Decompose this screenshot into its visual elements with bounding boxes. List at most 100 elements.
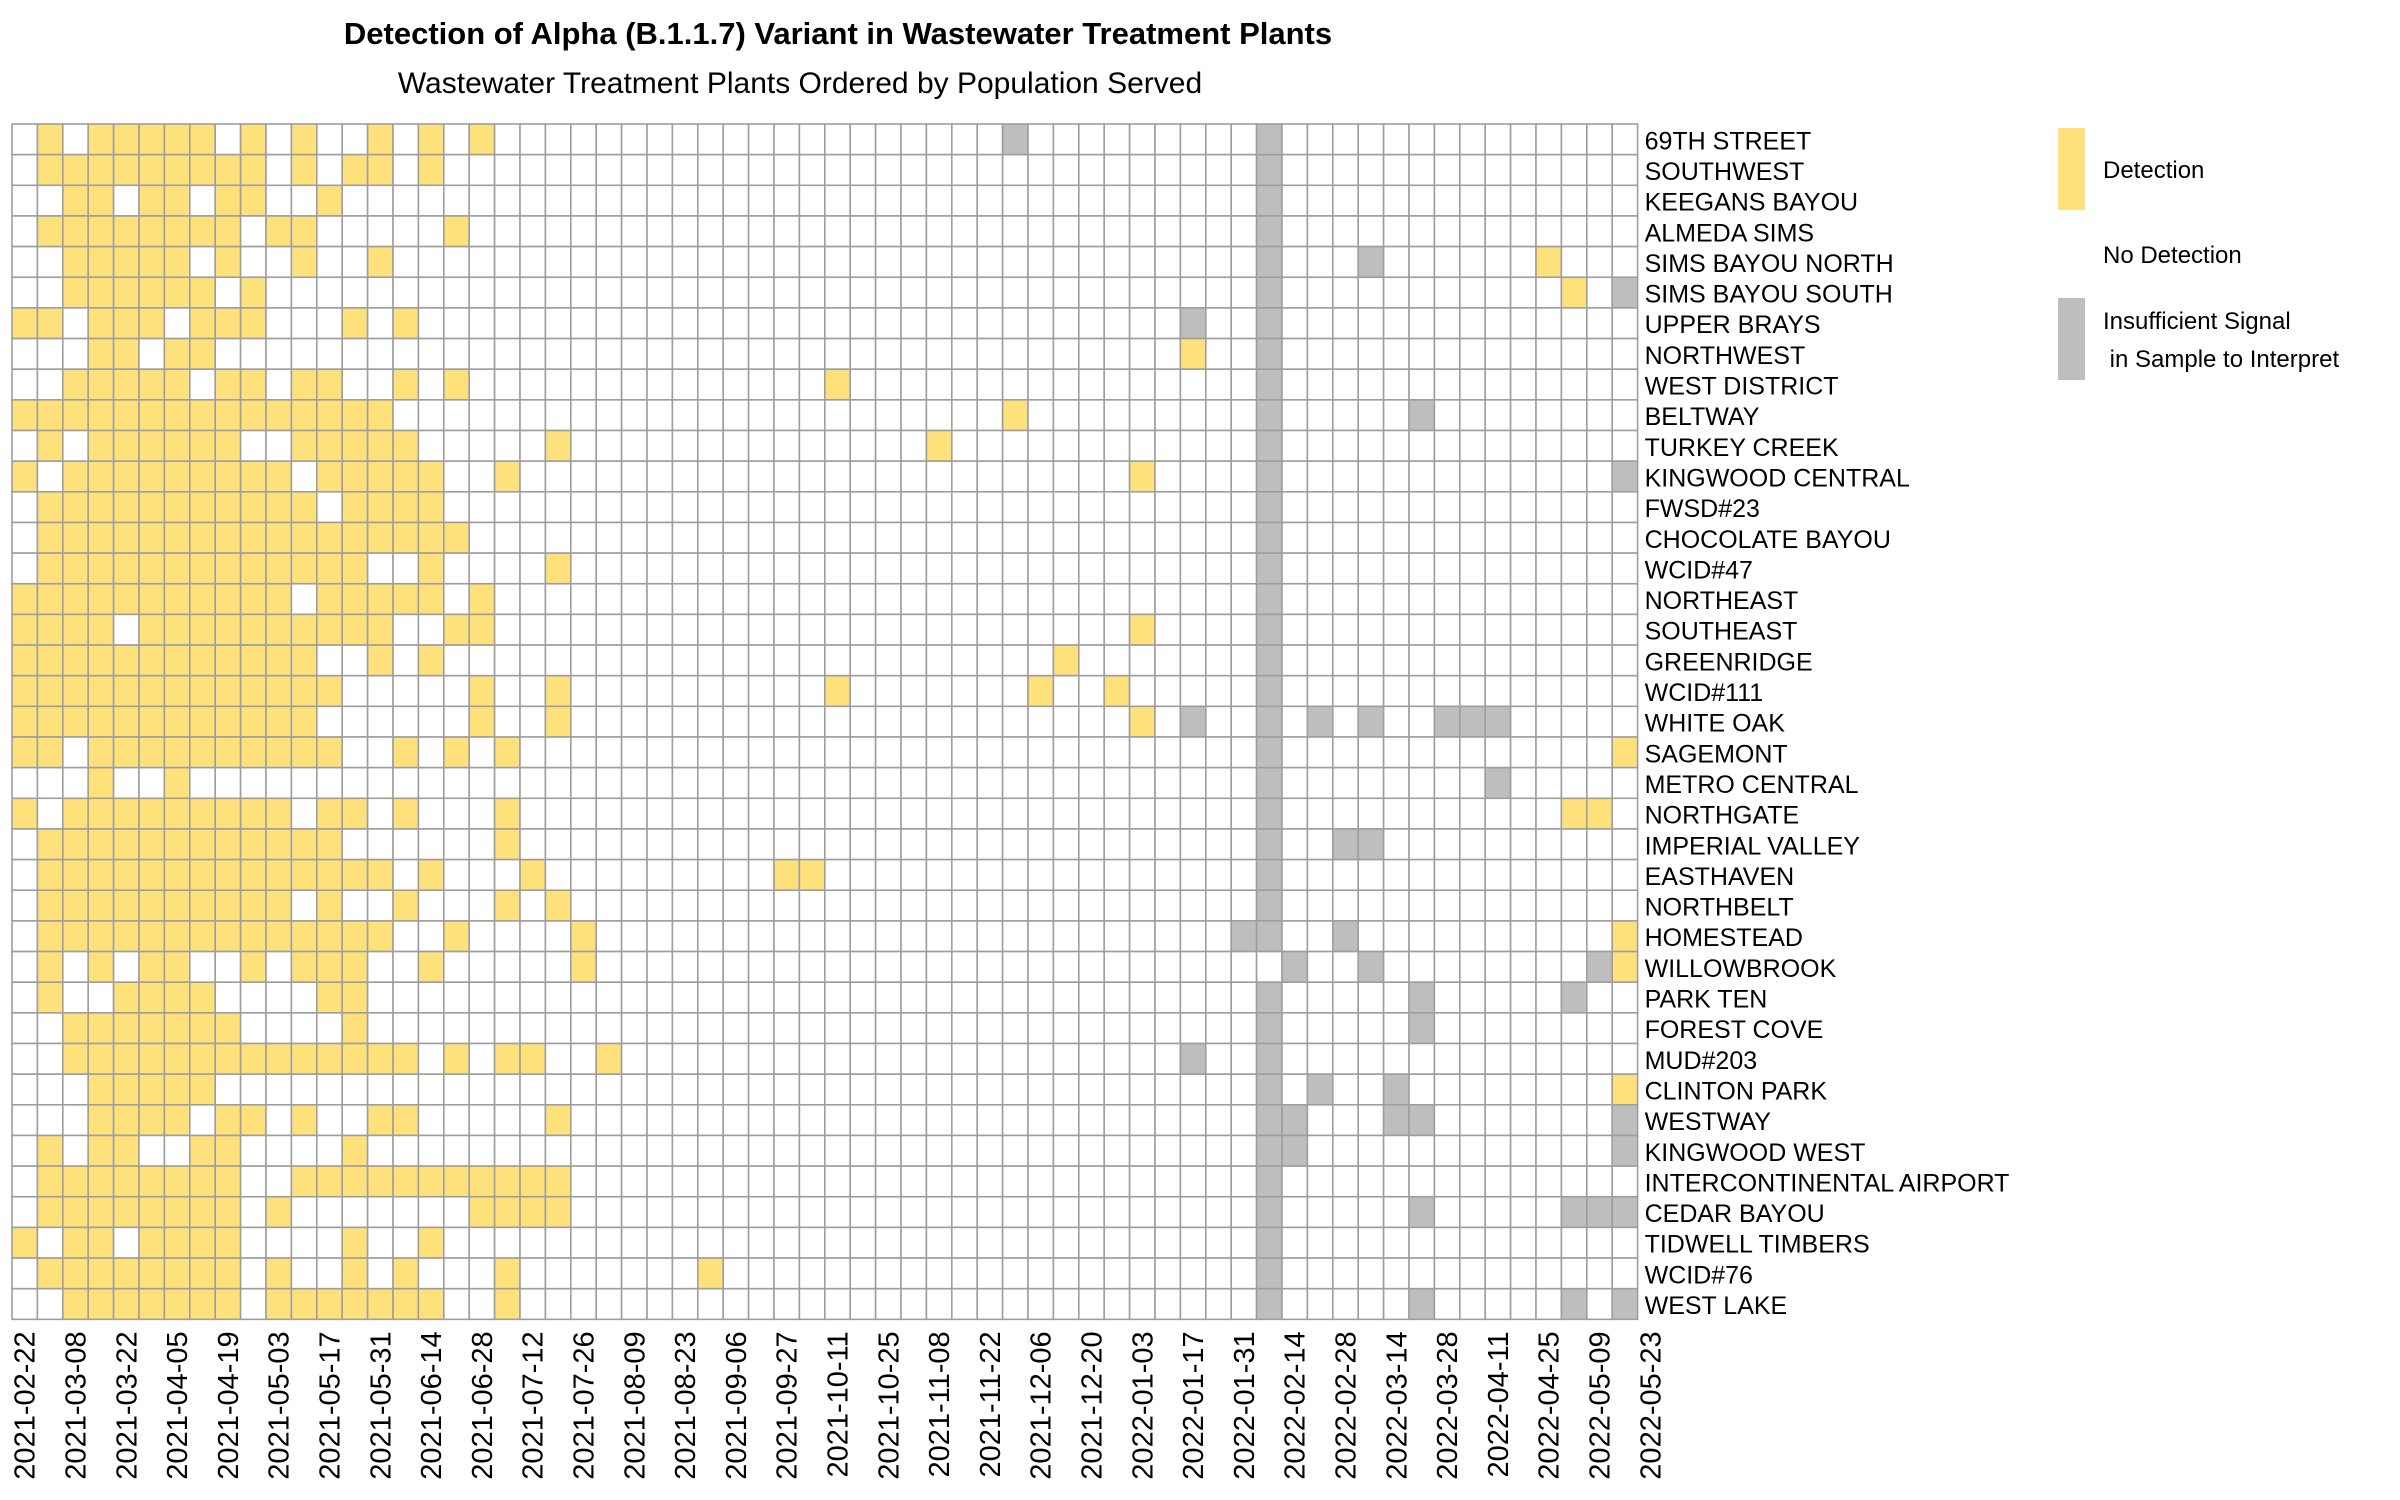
heatmap-cell bbox=[849, 766, 877, 800]
heatmap-cell bbox=[1357, 613, 1385, 646]
heatmap-cell bbox=[722, 307, 750, 340]
heatmap-cell bbox=[1433, 1165, 1461, 1198]
heatmap-cell bbox=[925, 950, 953, 983]
heatmap-cell bbox=[189, 582, 217, 616]
heatmap-cell bbox=[468, 276, 496, 309]
heatmap-cell bbox=[925, 153, 953, 187]
heatmap-cell bbox=[1433, 368, 1461, 401]
heatmap-cell bbox=[1382, 552, 1410, 585]
heatmap-cell bbox=[773, 613, 801, 646]
heatmap-cell bbox=[1052, 1257, 1080, 1290]
heatmap-cell bbox=[519, 245, 547, 279]
heatmap-cell bbox=[1078, 399, 1106, 432]
heatmap-cell bbox=[1001, 950, 1029, 983]
heatmap-cell bbox=[87, 1104, 115, 1137]
heatmap-cell bbox=[239, 1226, 267, 1259]
heatmap-cell bbox=[646, 1165, 674, 1198]
heatmap-cell bbox=[1509, 460, 1537, 493]
heatmap-cell bbox=[1154, 1226, 1182, 1259]
heatmap-cell bbox=[823, 1134, 851, 1167]
heatmap-cell bbox=[87, 1257, 115, 1290]
heatmap-cell bbox=[1255, 1165, 1283, 1198]
heatmap-cell bbox=[1052, 1104, 1080, 1137]
heatmap-cell bbox=[900, 1226, 928, 1259]
heatmap-cell bbox=[239, 123, 267, 156]
heatmap-cell bbox=[1332, 1104, 1360, 1137]
heatmap-cell bbox=[61, 613, 89, 646]
heatmap-cell bbox=[1560, 153, 1588, 187]
heatmap-cell bbox=[1306, 399, 1334, 432]
heatmap-cell bbox=[544, 1195, 572, 1229]
heatmap-cell bbox=[747, 1134, 775, 1167]
legend-label: Detection bbox=[2103, 157, 2204, 184]
heatmap-cell bbox=[1103, 797, 1131, 830]
heatmap-cell bbox=[1255, 399, 1283, 432]
heatmap-cell bbox=[493, 184, 521, 217]
heatmap-cell bbox=[163, 858, 191, 892]
heatmap-cell bbox=[239, 858, 267, 892]
heatmap-cell bbox=[11, 215, 39, 248]
heatmap-cell bbox=[1306, 613, 1334, 646]
heatmap-cell bbox=[11, 950, 39, 983]
heatmap-cell bbox=[1357, 1195, 1385, 1229]
heatmap-cell bbox=[773, 521, 801, 554]
heatmap-cell bbox=[265, 1104, 293, 1137]
heatmap-cell bbox=[1332, 1042, 1360, 1075]
heatmap-cell bbox=[1027, 552, 1055, 585]
heatmap-cell bbox=[1560, 490, 1588, 524]
heatmap-cell bbox=[1586, 1226, 1614, 1259]
heatmap-cell bbox=[1484, 1195, 1512, 1229]
heatmap-cell bbox=[1154, 307, 1182, 340]
heatmap-cell bbox=[87, 307, 115, 340]
heatmap-cell bbox=[823, 613, 851, 646]
heatmap-cell bbox=[1001, 644, 1029, 677]
heatmap-cell bbox=[36, 123, 64, 156]
plant-label: CEDAR BAYOU bbox=[1645, 1200, 1825, 1228]
heatmap-cell bbox=[1484, 828, 1512, 861]
heatmap-cell bbox=[392, 337, 420, 370]
heatmap-cell bbox=[950, 123, 978, 156]
heatmap-cell bbox=[900, 736, 928, 769]
heatmap-cell bbox=[1103, 1073, 1131, 1106]
heatmap-cell bbox=[1027, 399, 1055, 432]
heatmap-cell bbox=[671, 1287, 699, 1321]
heatmap-cell bbox=[925, 490, 953, 524]
heatmap-cell bbox=[417, 981, 445, 1014]
heatmap-cell bbox=[1586, 705, 1614, 738]
heatmap-cell bbox=[493, 1165, 521, 1198]
heatmap-cell bbox=[1128, 1012, 1156, 1045]
heatmap-cell bbox=[1103, 399, 1131, 432]
heatmap-cell bbox=[1052, 153, 1080, 187]
heatmap-cell bbox=[1459, 1165, 1487, 1198]
heatmap-cell bbox=[1230, 399, 1258, 432]
heatmap-cell bbox=[874, 307, 902, 340]
heatmap-cell bbox=[239, 521, 267, 554]
heatmap-cell bbox=[1205, 1134, 1233, 1167]
heatmap-cell bbox=[849, 399, 877, 432]
plant-label: WEST DISTRICT bbox=[1645, 373, 1839, 401]
heatmap-cell bbox=[392, 766, 420, 800]
heatmap-cell bbox=[569, 1257, 597, 1290]
heatmap-cell bbox=[1484, 613, 1512, 646]
heatmap-cell bbox=[11, 276, 39, 309]
heatmap-cell bbox=[696, 123, 724, 156]
heatmap-cell bbox=[1128, 1134, 1156, 1167]
heatmap-cell bbox=[1586, 153, 1614, 187]
heatmap-cell bbox=[544, 1073, 572, 1106]
heatmap-cell bbox=[1128, 245, 1156, 279]
heatmap-cell bbox=[1560, 307, 1588, 340]
heatmap-cell bbox=[1509, 521, 1537, 554]
heatmap-cell bbox=[163, 307, 191, 340]
heatmap-cell bbox=[747, 766, 775, 800]
heatmap-cell bbox=[747, 153, 775, 187]
heatmap-cell bbox=[1052, 215, 1080, 248]
heatmap-cell bbox=[1459, 429, 1487, 462]
heatmap-cell bbox=[1052, 1226, 1080, 1259]
plant-label: FWSD#23 bbox=[1645, 495, 1760, 523]
heatmap-cell bbox=[138, 858, 166, 892]
heatmap-cell bbox=[1408, 858, 1436, 892]
heatmap-cell bbox=[36, 429, 64, 462]
heatmap-cell bbox=[1357, 245, 1385, 279]
heatmap-cell bbox=[1408, 245, 1436, 279]
heatmap-cell bbox=[1128, 399, 1156, 432]
